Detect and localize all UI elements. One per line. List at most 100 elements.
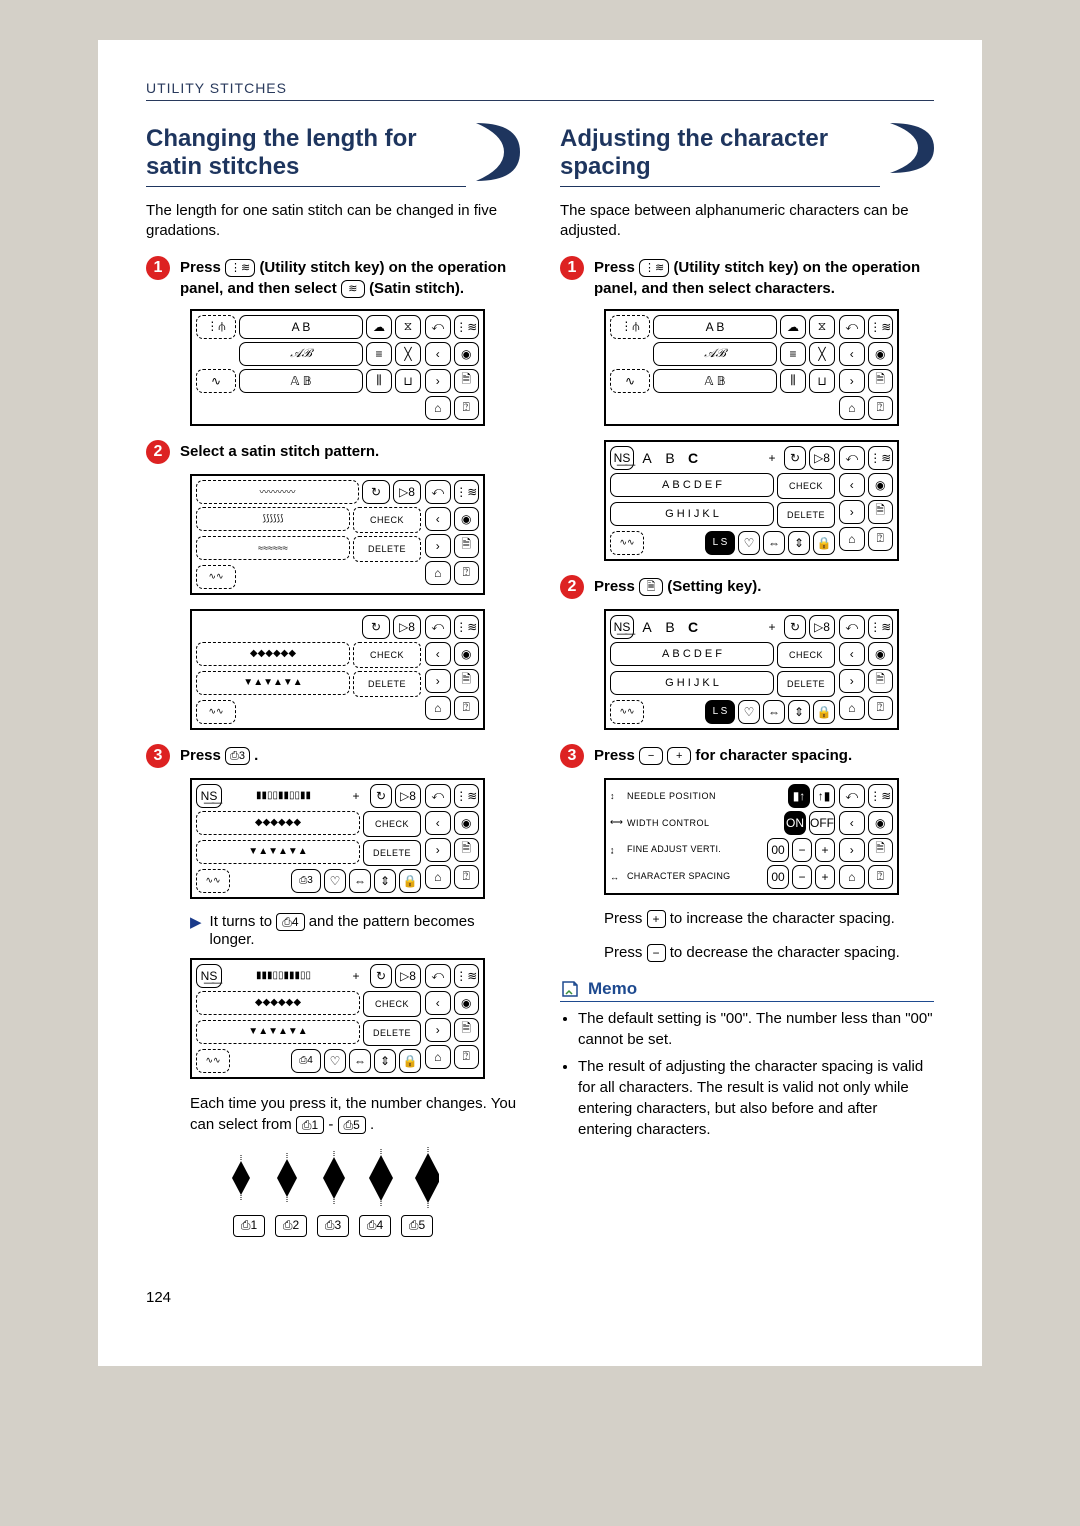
check-button[interactable]: CHECK	[353, 642, 421, 668]
mirror-icon[interactable]: ⇔	[349, 1049, 371, 1073]
spacing-plus-button[interactable]: +	[815, 865, 835, 889]
density-icon[interactable]: ⫼	[366, 369, 392, 393]
check-button[interactable]: CHECK	[363, 991, 421, 1017]
width-on-button[interactable]: ON	[784, 811, 806, 835]
page-icon[interactable]: 🗎	[868, 838, 894, 862]
delete-button[interactable]: DELETE	[363, 840, 421, 866]
lines-icon[interactable]: ≡	[780, 342, 806, 366]
tree-icon[interactable]: ⧖	[809, 315, 835, 339]
right-icon[interactable]: ›	[425, 838, 451, 862]
fine-minus-button[interactable]: −	[792, 838, 812, 862]
help-icon[interactable]: ⍰	[454, 1045, 480, 1069]
preview-icon[interactable]: ∿∿	[610, 700, 644, 724]
dot-icon[interactable]: ◉	[868, 811, 894, 835]
left-icon[interactable]: ‹	[425, 991, 451, 1015]
preview-icon[interactable]: ∿∿	[196, 869, 230, 893]
left-icon[interactable]: ‹	[839, 811, 865, 835]
rotate-icon[interactable]: ↻	[370, 784, 392, 808]
arrow-icon[interactable]: ▷8	[393, 480, 421, 504]
dot-icon[interactable]: ◉	[454, 991, 480, 1015]
undo-icon[interactable]: ⤺	[425, 964, 451, 988]
preview-icon[interactable]: ∿∿	[610, 531, 644, 555]
pattern-button[interactable]: ◆◆◆◆◆◆	[196, 991, 360, 1015]
font-block-button[interactable]: A B	[239, 315, 363, 339]
help-icon[interactable]: ⍰	[868, 865, 894, 889]
dot-icon[interactable]: ◉	[868, 642, 894, 666]
heart-icon[interactable]: ♡	[738, 700, 760, 724]
arrow-icon[interactable]: ▷8	[809, 615, 835, 639]
pattern-button[interactable]: 〰〰〰〰	[196, 480, 359, 504]
lock-icon[interactable]: 🔒	[813, 531, 835, 555]
page-icon[interactable]: 🗎	[454, 1018, 480, 1042]
tree-icon[interactable]: ⧖	[395, 315, 421, 339]
font-block-button[interactable]: A B	[653, 315, 777, 339]
help-icon[interactable]: ⍰	[868, 527, 894, 551]
mirror-icon[interactable]: ⇔	[349, 869, 371, 893]
dot-icon[interactable]: ◉	[868, 342, 894, 366]
needle-left-button[interactable]: ▮↑	[788, 784, 810, 808]
char-row-button[interactable]: G H I J K L	[610, 671, 774, 695]
char-row-button[interactable]: A B C D E F	[610, 642, 774, 666]
check-button[interactable]: CHECK	[353, 507, 421, 533]
font-outline-button[interactable]: 𝔸 𝔹	[653, 369, 777, 393]
home-icon[interactable]: ⌂	[839, 396, 865, 420]
ls-button[interactable]: L S	[705, 700, 735, 724]
lock-icon[interactable]: 🔒	[813, 700, 835, 724]
check-button[interactable]: CHECK	[777, 473, 835, 499]
right-icon[interactable]: ›	[839, 369, 865, 393]
dot-icon[interactable]: ◉	[454, 642, 480, 666]
home-icon[interactable]: ⌂	[425, 396, 451, 420]
help-icon[interactable]: ⍰	[454, 865, 480, 889]
right-icon[interactable]: ›	[425, 1018, 451, 1042]
stitch-icon[interactable]: ⋮⫛	[610, 315, 650, 339]
ls-button[interactable]: L S	[705, 531, 735, 555]
ns-icon[interactable]: N͟S͟	[610, 446, 634, 470]
heart-icon[interactable]: ♡	[738, 531, 760, 555]
util-icon[interactable]: ⋮≋	[454, 480, 480, 504]
boot-icon[interactable]: ⊔	[809, 369, 835, 393]
undo-icon[interactable]: ⤺	[839, 615, 865, 639]
lines-icon[interactable]: ≡	[366, 342, 392, 366]
page-icon[interactable]: 🗎	[868, 369, 894, 393]
lock-icon[interactable]: 🔒	[399, 869, 421, 893]
util-icon[interactable]: ⋮≋	[868, 315, 894, 339]
home-icon[interactable]: ⌂	[425, 1045, 451, 1069]
left-icon[interactable]: ‹	[839, 473, 865, 497]
delete-button[interactable]: DELETE	[353, 536, 421, 562]
page-icon[interactable]: 🗎	[868, 500, 894, 524]
util-icon[interactable]: ⋮≋	[454, 964, 480, 988]
left-icon[interactable]: ‹	[425, 811, 451, 835]
delete-button[interactable]: DELETE	[363, 1020, 421, 1046]
dot-icon[interactable]: ◉	[454, 342, 480, 366]
density-icon[interactable]: ⫼	[780, 369, 806, 393]
vmirror-icon[interactable]: ⇕	[374, 869, 396, 893]
delete-button[interactable]: DELETE	[777, 502, 835, 528]
home-icon[interactable]: ⌂	[425, 561, 451, 585]
undo-icon[interactable]: ⤺	[839, 315, 865, 339]
length-3-button[interactable]: ⎙3	[291, 869, 321, 893]
util-icon[interactable]: ⋮≋	[454, 615, 480, 639]
page-icon[interactable]: 🗎	[454, 838, 480, 862]
check-button[interactable]: CHECK	[777, 642, 835, 668]
util-icon[interactable]: ⋮≋	[454, 315, 480, 339]
rotate-icon[interactable]: ↻	[370, 964, 392, 988]
arrow-icon[interactable]: ▷8	[809, 446, 835, 470]
page-icon[interactable]: 🗎	[454, 669, 480, 693]
pattern-button[interactable]: ◆◆◆◆◆◆	[196, 811, 360, 835]
font-outline-button[interactable]: 𝔸 𝔹	[239, 369, 363, 393]
stitch-icon[interactable]: ⋮⫛	[196, 315, 236, 339]
util-icon[interactable]: ⋮≋	[868, 784, 894, 808]
ns-icon[interactable]: N͟S͟	[196, 784, 222, 808]
page-icon[interactable]: 🗎	[454, 534, 480, 558]
dot-icon[interactable]: ◉	[868, 473, 894, 497]
misc-icon[interactable]: ☁	[366, 315, 392, 339]
preview-icon[interactable]: ∿∿	[196, 700, 236, 724]
char-row-button[interactable]: A B C D E F	[610, 473, 774, 497]
right-icon[interactable]: ›	[839, 500, 865, 524]
char-row-button[interactable]: G H I J K L	[610, 502, 774, 526]
rotate-icon[interactable]: ↻	[784, 446, 806, 470]
length-4-button[interactable]: ⎙4	[291, 1049, 321, 1073]
cross-icon[interactable]: ╳	[809, 342, 835, 366]
home-icon[interactable]: ⌂	[425, 696, 451, 720]
left-icon[interactable]: ‹	[839, 342, 865, 366]
